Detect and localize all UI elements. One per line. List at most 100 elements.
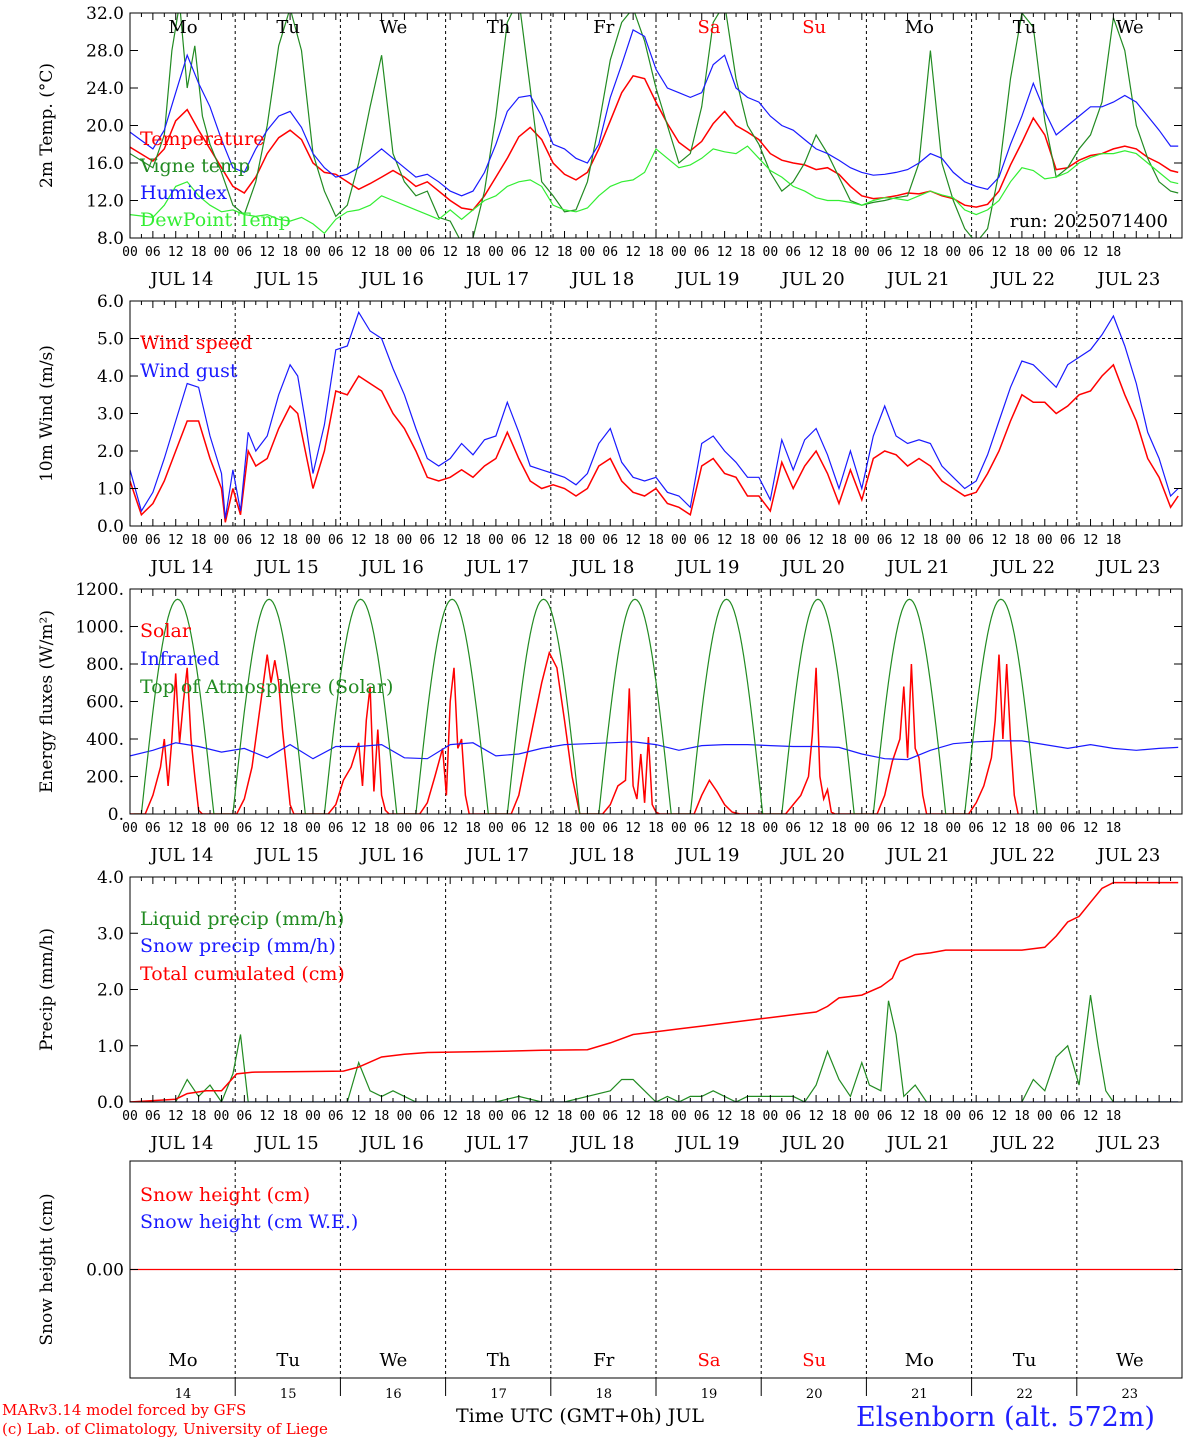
hour-tick-label: 00 bbox=[945, 821, 961, 836]
hour-tick-label: 06 bbox=[602, 1109, 618, 1124]
hour-tick-label: 12 bbox=[991, 821, 1007, 836]
date-label: JUL 21 bbox=[885, 557, 950, 578]
hour-tick-label: 00 bbox=[580, 821, 596, 836]
hour-tick-label: 00 bbox=[854, 245, 870, 260]
date-label: JUL 22 bbox=[990, 269, 1055, 290]
hour-tick-label: 06 bbox=[237, 533, 253, 548]
hour-tick-label: 12 bbox=[900, 533, 916, 548]
hour-tick-label: 12 bbox=[1083, 821, 1099, 836]
hour-tick-label: 18 bbox=[1106, 821, 1122, 836]
day-number: 21 bbox=[911, 1387, 928, 1402]
hour-tick-label: 18 bbox=[831, 821, 847, 836]
hour-tick-label: 12 bbox=[717, 1109, 733, 1124]
hour-tick-label: 18 bbox=[282, 1109, 298, 1124]
hour-tick-label: 06 bbox=[968, 821, 984, 836]
hour-tick-label: 06 bbox=[419, 245, 435, 260]
legend-wind-gust: Wind gust bbox=[140, 360, 238, 382]
hour-tick-label: 00 bbox=[671, 533, 687, 548]
hour-tick-label: 12 bbox=[1083, 245, 1099, 260]
series-line-temperature bbox=[130, 74, 1179, 211]
hour-tick-label: 18 bbox=[191, 1109, 207, 1124]
panel-4: Snow height (cm) Snow height (cm W.E.) 0.0… bbox=[37, 1160, 1183, 1379]
hour-tick-label: 00 bbox=[397, 1109, 413, 1124]
hour-tick-label: 18 bbox=[648, 533, 664, 548]
y-tick-label: 1.0 bbox=[97, 480, 124, 500]
hour-tick-label: 12 bbox=[1083, 533, 1099, 548]
y-tick-label: 12.0 bbox=[86, 192, 124, 212]
series-group bbox=[130, 13, 1179, 238]
hour-tick-label: 06 bbox=[237, 1109, 253, 1124]
hour-tick-label: 06 bbox=[145, 245, 161, 260]
hour-tick-label: 12 bbox=[808, 533, 824, 548]
hour-tick-label: 18 bbox=[923, 245, 939, 260]
hour-tick-label: 12 bbox=[442, 1109, 458, 1124]
date-label: JUL 16 bbox=[359, 1133, 424, 1154]
copyright: (c) Lab. of Climatology, University of L… bbox=[2, 1420, 328, 1438]
day-abbr: Su bbox=[802, 17, 826, 38]
hour-tick-label: 18 bbox=[1106, 533, 1122, 548]
hour-tick-label: 18 bbox=[465, 821, 481, 836]
hour-tick-label: 00 bbox=[397, 821, 413, 836]
hour-tick-label: 00 bbox=[488, 821, 504, 836]
legend-snow-precip-mm-h-: Snow precip (mm/h) bbox=[140, 935, 336, 957]
hour-tick-label: 06 bbox=[1060, 533, 1076, 548]
date-label: JUL 20 bbox=[780, 845, 845, 866]
date-label: JUL 17 bbox=[464, 1133, 529, 1154]
hour-tick-label: 06 bbox=[602, 245, 618, 260]
hour-tick-label: 00 bbox=[945, 1109, 961, 1124]
day-abbr: Th bbox=[487, 1350, 511, 1371]
y-tick-label: 32.0 bbox=[86, 4, 124, 24]
hour-tick-label: 12 bbox=[259, 821, 275, 836]
legend-liquid-precip-mm-h-: Liquid precip (mm/h) bbox=[140, 908, 344, 930]
x-axis-title: Time UTC (GMT+0h) JUL bbox=[456, 1405, 704, 1427]
hour-tick-label: 06 bbox=[968, 245, 984, 260]
date-label: JUL 15 bbox=[254, 557, 319, 578]
day-number: 14 bbox=[175, 1387, 192, 1402]
series-line-wind-speed bbox=[130, 363, 1179, 523]
hour-tick-label: 12 bbox=[900, 245, 916, 260]
hour-tick-label: 18 bbox=[282, 533, 298, 548]
hour-tick-label: 00 bbox=[214, 1109, 230, 1124]
date-label: JUL 15 bbox=[254, 269, 319, 290]
date-label: JUL 18 bbox=[569, 557, 634, 578]
day-number: 18 bbox=[596, 1387, 613, 1402]
y-axis-label: Snow height (cm) bbox=[37, 1193, 57, 1345]
series-line-dewpoint-temp bbox=[130, 145, 1179, 235]
hour-tick-label: 00 bbox=[122, 533, 138, 548]
date-label: JUL 14 bbox=[149, 845, 214, 866]
hour-tick-label: 06 bbox=[145, 821, 161, 836]
date-label: JUL 17 bbox=[464, 269, 529, 290]
date-label: JUL 14 bbox=[149, 1133, 214, 1154]
legend-humidex: Humidex bbox=[140, 182, 227, 204]
y-tick-label: 3.0 bbox=[97, 924, 124, 944]
hour-tick-label: 18 bbox=[1014, 821, 1030, 836]
hour-tick-label: 00 bbox=[763, 1109, 779, 1124]
y-tick-label: 20.0 bbox=[86, 117, 124, 137]
hour-tick-label: 12 bbox=[534, 533, 550, 548]
hour-tick-label: 12 bbox=[717, 821, 733, 836]
y-tick-label: 0.00 bbox=[86, 1261, 124, 1281]
hour-tick-label: 12 bbox=[717, 245, 733, 260]
hour-tick-label: 18 bbox=[648, 821, 664, 836]
date-label: JUL 21 bbox=[885, 269, 950, 290]
hour-tick-label: 06 bbox=[1060, 245, 1076, 260]
series-line-vigne-temp bbox=[130, 13, 1179, 238]
day-abbr: Tu bbox=[276, 17, 300, 38]
day-abbr: Tu bbox=[1013, 17, 1037, 38]
panel-3: Liquid precip (mm/h) Snow precip (mm/h) To… bbox=[37, 868, 1183, 1154]
hour-tick-label: 00 bbox=[580, 245, 596, 260]
date-label: JUL 22 bbox=[990, 845, 1055, 866]
hour-tick-label: 00 bbox=[397, 245, 413, 260]
date-label: JUL 15 bbox=[254, 1133, 319, 1154]
date-label: JUL 18 bbox=[569, 845, 634, 866]
legend-solar: Solar bbox=[140, 620, 192, 642]
legend-temperature: Temperature bbox=[140, 128, 264, 150]
date-label: JUL 16 bbox=[359, 269, 424, 290]
hour-tick-label: 18 bbox=[465, 1109, 481, 1124]
hour-tick-label: 00 bbox=[1037, 821, 1053, 836]
hour-tick-label: 18 bbox=[831, 1109, 847, 1124]
hour-tick-label: 00 bbox=[580, 1109, 596, 1124]
hour-tick-label: 12 bbox=[351, 1109, 367, 1124]
date-label: JUL 15 bbox=[254, 845, 319, 866]
hour-tick-label: 06 bbox=[145, 533, 161, 548]
